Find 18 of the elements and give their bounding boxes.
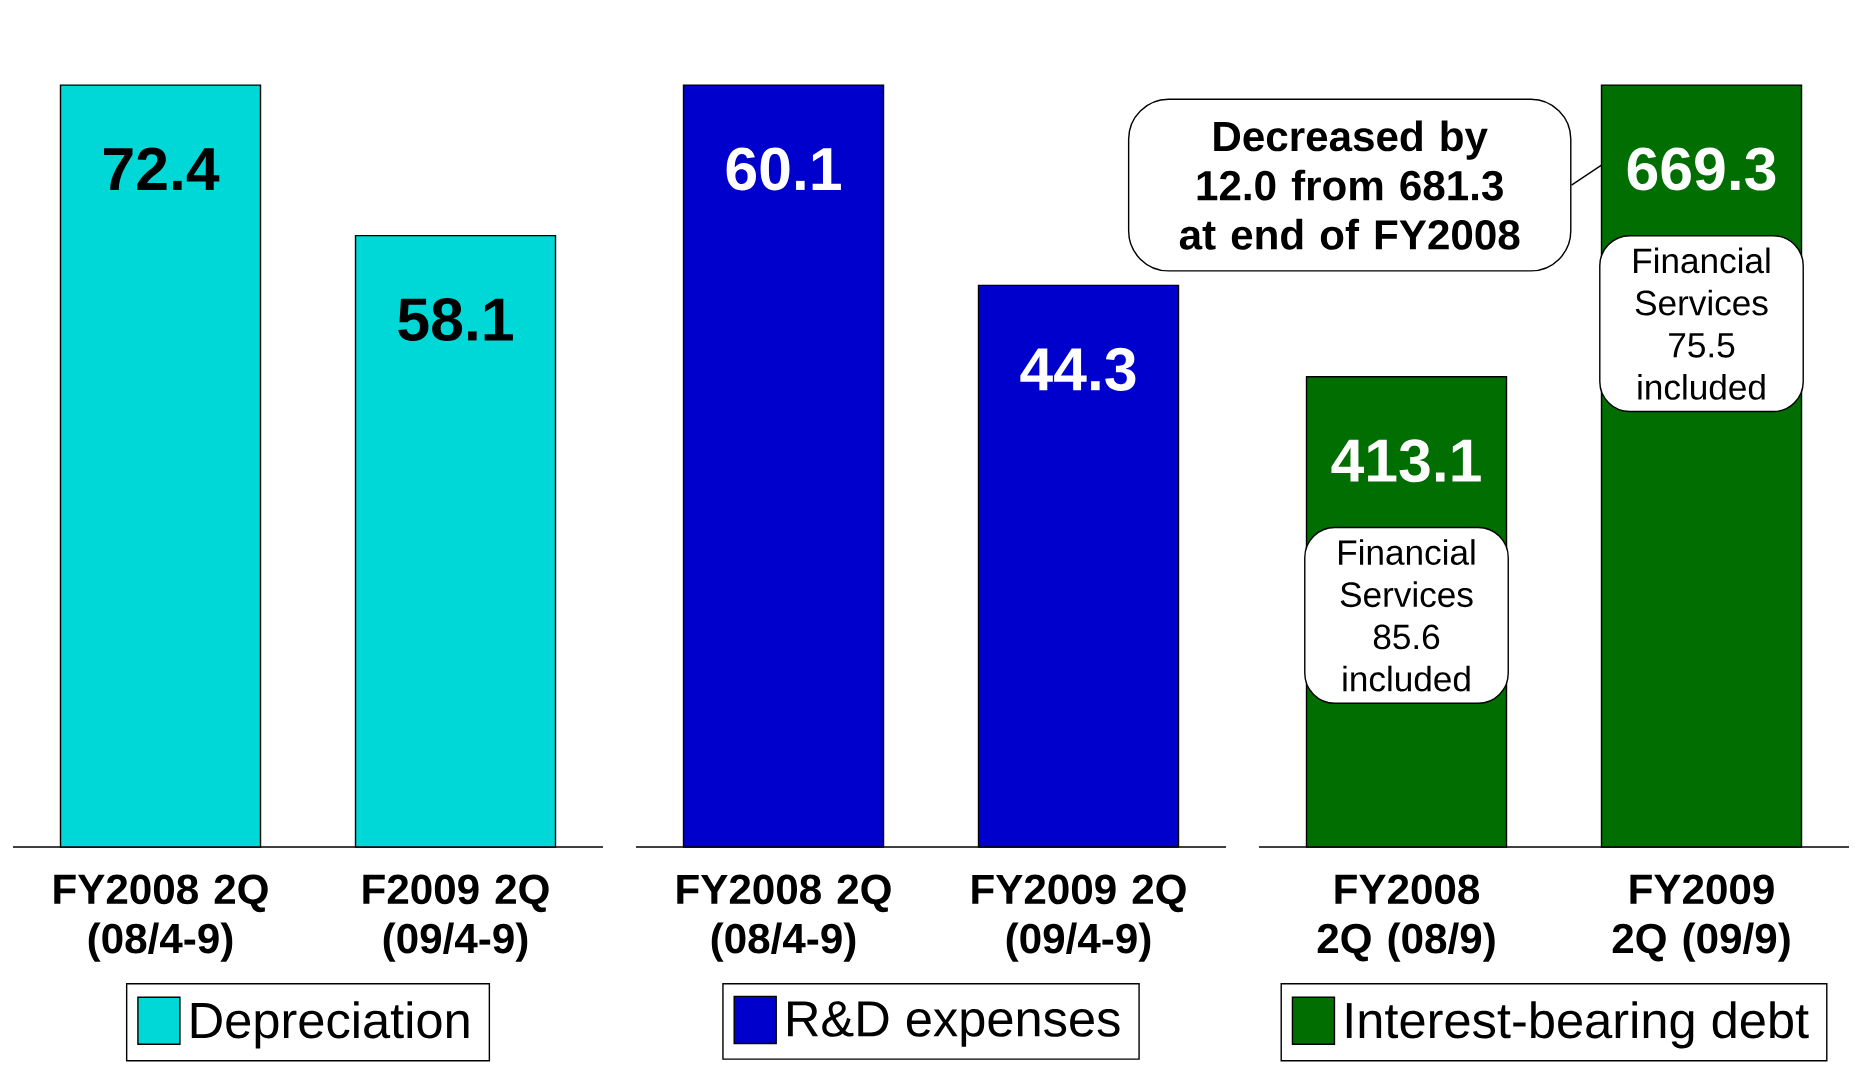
x-tick-label: FY2008 2Q (08/9) <box>1317 874 1495 962</box>
data-label: 72.4 <box>104 147 220 190</box>
legend-label: Depreciation <box>191 1001 469 1049</box>
legend-label: Interest-bearing debt <box>1346 1001 1809 1049</box>
data-label: 44.3 <box>1020 347 1136 391</box>
x-tick-label: FY2009 2Q (09/4-9) <box>972 874 1186 962</box>
x-tick-label: FY2008 2Q (08/4-9) <box>677 874 891 962</box>
legend-label: R&D expenses <box>788 1001 1120 1047</box>
annotation: Financial Services 75.5 included <box>1634 247 1770 400</box>
x-tick-label: FY2009 2Q (09/9) <box>1612 874 1790 962</box>
data-label: 669.3 <box>1627 147 1776 191</box>
data-label: 413.1 <box>1331 439 1481 483</box>
data-label: 58.1 <box>398 298 513 342</box>
annotation: Financial Services 85.6 included <box>1339 539 1475 692</box>
annotation: Decreased by 12.0 from 681.3 at end of FY2008 <box>1179 120 1520 250</box>
data-label: 60.1 <box>726 147 841 191</box>
x-tick-label: F2009 2Q (09/4-9) <box>363 874 549 962</box>
x-tick-label: FY2008 2Q (08/4-9) <box>54 874 268 962</box>
